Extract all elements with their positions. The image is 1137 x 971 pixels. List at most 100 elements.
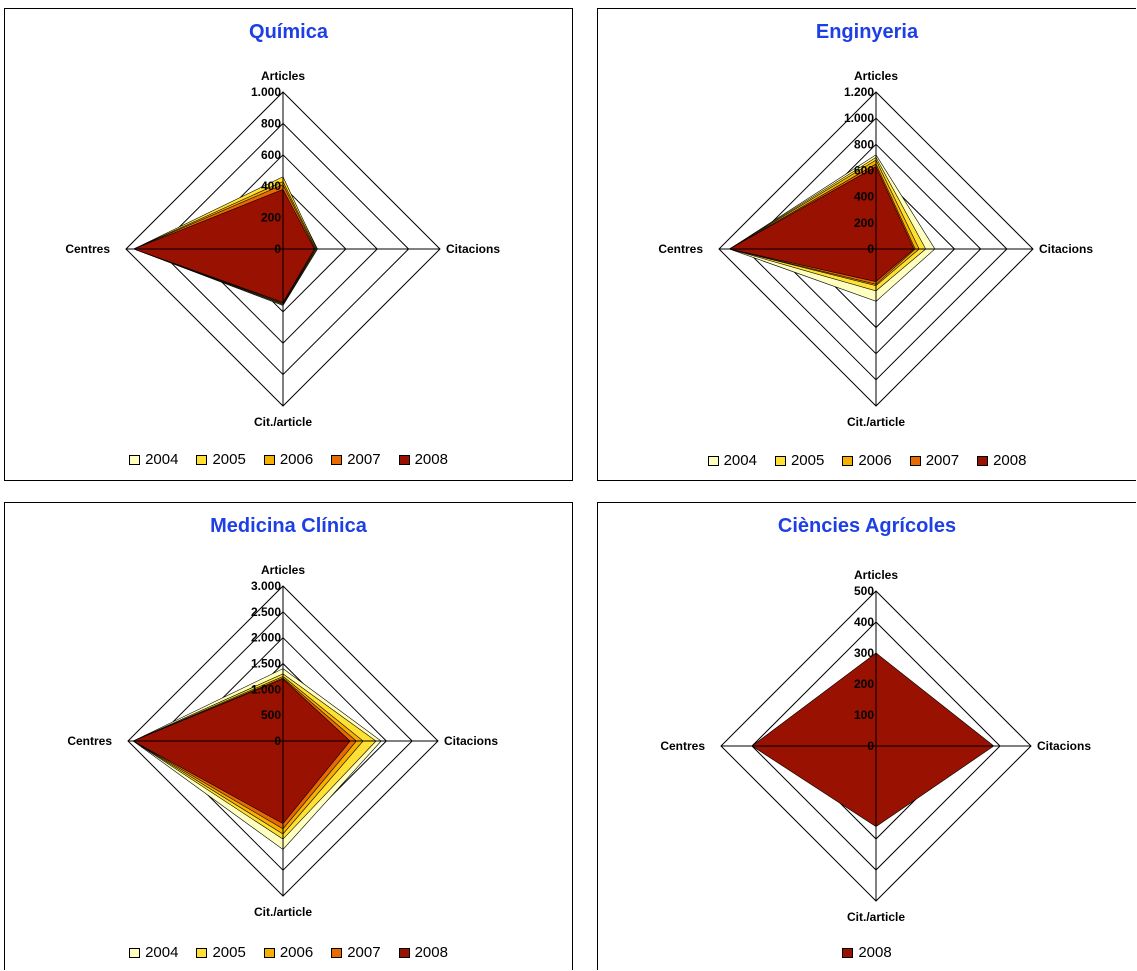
- chart-panel-medicina-clinica: Medicina Clínica 0 500 1.000 1.500 2.000 2.50…: [4, 502, 573, 970]
- chart-title: Enginyeria: [815, 21, 919, 43]
- legend-item: 2008: [842, 944, 892, 961]
- chart-panel-enginyeria: Enginyeria 0 200 400 600 800 1.000 1.200 Articl…: [597, 8, 1136, 481]
- legend-swatch: [398, 947, 410, 958]
- legend-swatch: [129, 947, 141, 958]
- tick-label: 2.000: [251, 631, 281, 645]
- axis-label: Centres: [658, 242, 703, 256]
- legend-item: 2005: [196, 451, 246, 468]
- tick-label: 500: [261, 708, 281, 722]
- axis-label: Cit./article: [847, 415, 905, 429]
- tick-label: 1.000: [251, 682, 281, 696]
- chart-legend: 2004 2005 2006 2007 2008: [5, 451, 572, 469]
- legend-swatch: [331, 454, 343, 465]
- chart-title: Medicina Clínica: [210, 515, 367, 537]
- tick-label: 800: [261, 116, 281, 130]
- tick-label: 200: [854, 216, 874, 230]
- legend-item: 2007: [909, 452, 960, 469]
- tick-label: 600: [854, 164, 874, 178]
- legend-item: 2004: [707, 452, 757, 469]
- radar-chart-enginyeria: 0 200 400 600 800 1.000 1.200 Articles Citacions…: [658, 69, 1093, 429]
- legend-item: 2008: [398, 451, 448, 468]
- axis-label: Articles: [261, 69, 305, 83]
- legend-swatch: [129, 454, 141, 465]
- legend-label: 2004: [145, 451, 179, 468]
- legend-item: 2004: [129, 944, 178, 961]
- legend-label: 2007: [925, 452, 960, 469]
- axis-label: Citacions: [1037, 739, 1091, 753]
- legend-swatch: [707, 455, 719, 466]
- legend-swatch: [196, 454, 208, 465]
- legend-label: 2007: [347, 944, 381, 961]
- tick-label: 1.000: [844, 111, 874, 125]
- tick-label: 0: [274, 242, 281, 256]
- axis-label: Citacions: [444, 734, 498, 748]
- legend-item: 2005: [196, 944, 246, 961]
- chart-panel-quimica: Química 0 200 400 600 800 1.000 Articles Citaci…: [4, 8, 573, 481]
- legend-item: 2004: [129, 451, 178, 468]
- legend-item: 2008: [977, 452, 1026, 469]
- tick-label: 300: [854, 646, 874, 660]
- legend-label: 2006: [279, 944, 314, 961]
- axis-label: Centres: [67, 734, 112, 748]
- tick-label: 800: [854, 137, 874, 151]
- radar-chart-medicina-clinica: 0 500 1.000 1.500 2.000 2.500 3.000 Articles Cit…: [67, 563, 498, 919]
- chart-panel-ciencies-agricoles: Ciències Agrícoles 0 100 200 300 400 500 Artic…: [597, 502, 1136, 970]
- legend-swatch: [263, 947, 275, 958]
- legend-swatch: [842, 947, 854, 958]
- tick-label: 0: [867, 242, 874, 256]
- axis-label: Cit./article: [254, 415, 312, 429]
- legend-label: 2004: [145, 944, 179, 961]
- legend-swatch: [977, 455, 989, 466]
- tick-label: 0: [867, 739, 874, 753]
- tick-label: 400: [261, 179, 281, 193]
- chart-legend: 2004 2005 2006 2007 2008: [5, 944, 572, 962]
- chart-legend: 2008: [598, 944, 1136, 962]
- legend-label: 2006: [279, 451, 314, 468]
- tick-label: 500: [854, 584, 874, 598]
- tick-label: 200: [261, 211, 281, 225]
- legend-label: 2008: [414, 451, 448, 468]
- tick-label: 0: [274, 734, 281, 748]
- legend-item: 2005: [774, 452, 824, 469]
- tick-label: 400: [854, 615, 874, 629]
- axis-label: Centres: [660, 739, 705, 753]
- legend-label: 2008: [858, 944, 892, 961]
- tick-label: 1.500: [251, 657, 281, 671]
- tick-label: 2.500: [251, 605, 281, 619]
- chart-title: Química: [249, 21, 328, 43]
- axis-label: Articles: [261, 563, 305, 577]
- tick-label: 1.200: [844, 85, 874, 99]
- legend-label: 2007: [347, 451, 381, 468]
- tick-label: 600: [261, 148, 281, 162]
- legend-swatch: [774, 455, 786, 466]
- radar-chart-quimica: 0 200 400 600 800 1.000 Articles Citacions Cit./…: [65, 69, 500, 429]
- legend-label: 2005: [212, 944, 246, 961]
- axis-label: Citacions: [446, 242, 500, 256]
- legend-item: 2006: [263, 451, 314, 468]
- axis-label: Articles: [854, 568, 898, 582]
- legend-swatch: [263, 454, 275, 465]
- legend-item: 2006: [842, 452, 892, 469]
- legend-label: 2006: [858, 452, 892, 469]
- legend-swatch: [331, 947, 343, 958]
- legend-label: 2005: [212, 451, 246, 468]
- tick-label: 1.000: [251, 85, 281, 99]
- legend-swatch: [398, 454, 410, 465]
- tick-label: 400: [854, 190, 874, 204]
- tick-label: 200: [854, 677, 874, 691]
- legend-item: 2006: [263, 944, 314, 961]
- legend-item: 2007: [331, 451, 381, 468]
- axis-label: Citacions: [1039, 242, 1093, 256]
- legend-label: 2004: [723, 452, 757, 469]
- legend-swatch: [909, 455, 921, 466]
- legend-swatch: [196, 947, 208, 958]
- axis-label: Cit./article: [847, 910, 905, 924]
- legend-label: 2008: [414, 944, 448, 961]
- legend-item: 2007: [331, 944, 381, 961]
- axis-label: Centres: [65, 242, 110, 256]
- tick-label: 3.000: [251, 579, 281, 593]
- axis-label: Cit./article: [254, 905, 312, 919]
- radar-chart-ciencies-agricoles: 0 100 200 300 400 500 Articles Citacions Cit./ar…: [660, 568, 1091, 924]
- legend-swatch: [842, 455, 854, 466]
- legend-item: 2008: [398, 944, 448, 961]
